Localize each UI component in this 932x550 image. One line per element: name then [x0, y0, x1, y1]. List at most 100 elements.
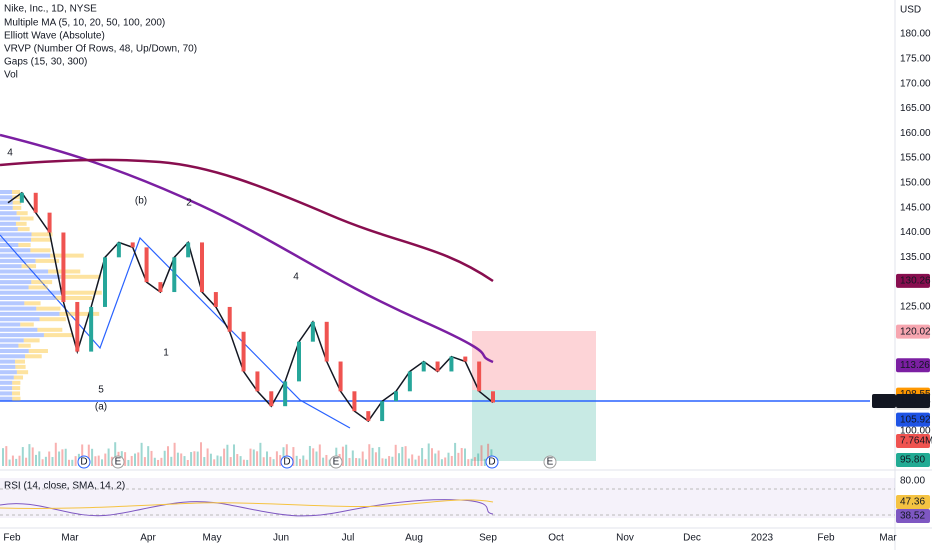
volume-bar	[252, 449, 255, 466]
candle	[158, 282, 163, 293]
target-tag: 95.80	[900, 455, 925, 466]
price-tag-bg	[896, 412, 930, 427]
event-label: E	[333, 457, 340, 468]
volume-bar	[200, 442, 202, 466]
vrvp-bar	[35, 258, 60, 263]
price-tag: 130.26	[900, 275, 931, 286]
candle	[144, 247, 149, 283]
volume-bar	[68, 459, 70, 466]
volume-bar	[176, 452, 179, 466]
candle	[449, 356, 454, 372]
price-tag-bg	[896, 324, 930, 339]
volume-bar	[5, 446, 8, 466]
event-label: D	[80, 457, 87, 468]
volume-bar	[87, 444, 90, 466]
volume-bar	[457, 452, 460, 466]
vrvp-bar	[21, 264, 37, 269]
time-label: Feb	[3, 533, 21, 544]
volume-bar	[8, 459, 11, 466]
volume-bar	[365, 459, 367, 466]
volume-bar	[107, 448, 110, 466]
volume-bar	[213, 459, 216, 466]
volume-bar	[355, 458, 358, 466]
volume-bar	[216, 455, 219, 466]
time-label: Jun	[273, 533, 289, 544]
volume-bar	[467, 459, 470, 466]
last-price-bg	[896, 394, 930, 408]
symbol-title: Nike, Inc., 1D, NYSE	[4, 4, 97, 15]
time-label: Sep	[479, 533, 497, 544]
vrvp-bar	[0, 301, 25, 306]
volume-bar	[411, 454, 414, 466]
volume-bar	[473, 457, 476, 466]
vrvp-bar	[18, 343, 31, 348]
volume-bar	[209, 453, 212, 466]
volume-bar	[325, 454, 328, 466]
volume-bar	[318, 444, 321, 466]
volume-bar	[64, 448, 67, 466]
candle	[491, 391, 495, 403]
volume-bar	[196, 451, 199, 466]
vrvp-bar	[15, 221, 27, 226]
vrvp-bar	[0, 216, 21, 221]
volume-bar	[401, 446, 404, 466]
volume-bar	[424, 459, 427, 466]
volume-bar	[262, 457, 265, 466]
time-label: Apr	[140, 533, 156, 544]
time-label: Mar	[879, 533, 897, 544]
volume-bar	[153, 457, 156, 466]
volume-bar	[41, 459, 44, 466]
volume-bar	[269, 456, 272, 466]
volume-bar	[437, 450, 440, 466]
volume-bar	[51, 457, 54, 466]
volume-bar	[417, 455, 420, 466]
event-icon	[329, 455, 343, 469]
last-price: 105.74	[900, 396, 931, 407]
vrvp-bar	[25, 354, 42, 359]
candle	[130, 242, 135, 248]
wave-label: 4	[293, 272, 299, 283]
volume-bar	[160, 457, 163, 466]
volume-bar	[239, 456, 242, 466]
vrvp-bar	[15, 364, 26, 369]
volume-bar	[206, 448, 209, 466]
price-tag-bg	[896, 273, 930, 288]
volume-bar	[394, 444, 397, 466]
volume-bar	[170, 456, 173, 466]
volume-bar	[31, 447, 34, 466]
time-label: Jul	[342, 533, 355, 544]
vrvp-bar	[0, 274, 61, 279]
volume-tag-bg	[896, 434, 930, 448]
vrvp-bar	[12, 386, 21, 391]
volume-bar	[74, 456, 77, 466]
price-tick-label: 170.00	[900, 78, 931, 89]
vrvp-bar	[20, 322, 34, 327]
volume-bar	[223, 448, 226, 466]
price-tag: 113.26	[900, 360, 930, 371]
indicator-label: VRVP (Number Of Rows, 48, Up/Down, 70)	[4, 44, 197, 55]
wave-label: 1	[163, 348, 169, 359]
vrvp-bar	[14, 359, 25, 364]
vrvp-bar	[12, 391, 21, 396]
vrvp-bar	[12, 396, 21, 401]
candle	[310, 321, 315, 342]
volume-bar	[134, 453, 136, 466]
candle	[89, 306, 94, 352]
volume-bar	[163, 450, 166, 466]
vrvp-bar	[59, 311, 100, 316]
vrvp-bar	[0, 269, 49, 274]
vrvp-bar	[31, 232, 53, 237]
volume-bar	[483, 458, 486, 466]
vrvp-bar	[0, 200, 13, 205]
price-tick-label: 165.00	[900, 103, 931, 114]
rsi-tag-bg	[896, 495, 930, 509]
price-tick-label: 125.00	[900, 302, 931, 313]
vrvp-bar	[0, 391, 13, 396]
time-label: Feb	[817, 533, 835, 544]
candle	[33, 192, 38, 213]
volume-bar	[371, 447, 374, 466]
candle	[269, 391, 274, 407]
candle	[172, 257, 177, 293]
volume-bar	[391, 456, 394, 466]
